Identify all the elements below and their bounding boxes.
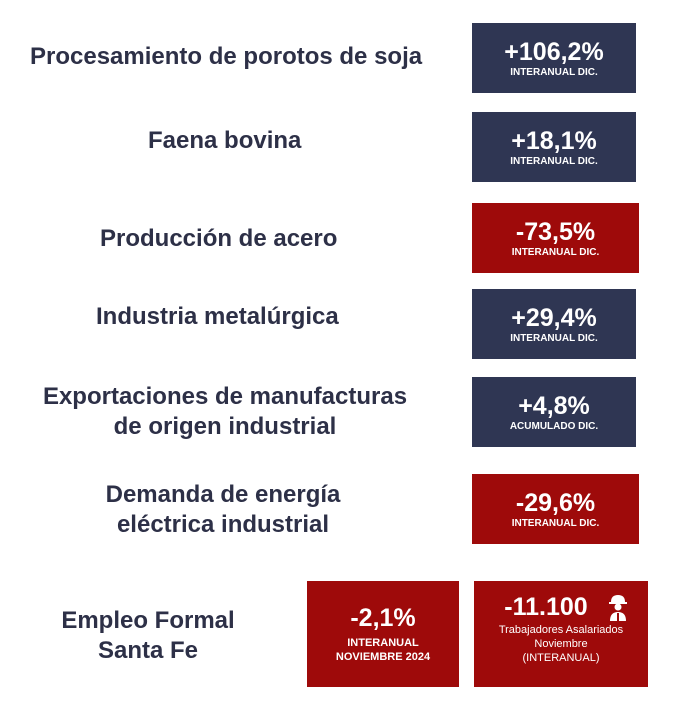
indicator-label-metalurgica: Industria metalúrgica	[96, 303, 339, 330]
indicator-note: INTERANUAL DIC.	[510, 66, 598, 78]
employment-box-rate: -2,1% INTERANUAL NOVIEMBRE 2024	[307, 581, 459, 687]
indicator-note: INTERANUAL DIC.	[510, 332, 598, 344]
indicator-label-energia: Demanda de energía eléctrica industrial	[96, 480, 350, 540]
indicator-value: +4,8%	[518, 391, 590, 420]
indicator-value: +18,1%	[511, 126, 597, 155]
indicator-box-exportaciones: +4,8% ACUMULADO DIC.	[472, 377, 636, 447]
employment-box-workers: -11.100 Trabajadores Asalariados Noviemb…	[474, 581, 648, 687]
employment-workers-note: (INTERANUAL)	[522, 652, 600, 664]
label-line: Santa Fe	[97, 637, 199, 664]
indicator-note: INTERANUAL DIC.	[511, 517, 600, 529]
indicator-box-faena: +18,1% INTERANUAL DIC.	[472, 112, 636, 182]
label-line: de origen industrial	[113, 413, 337, 440]
indicator-label-faena: Faena bovina	[148, 127, 302, 154]
employment-label: Empleo Formal Santa Fe	[56, 606, 240, 666]
indicator-note: INTERANUAL DIC.	[510, 155, 598, 167]
indicator-label-soja: Procesamiento de porotos de soja	[30, 43, 423, 70]
indicator-value: -29,6%	[515, 488, 596, 517]
indicator-box-energia: -29,6% INTERANUAL DIC.	[472, 474, 639, 544]
employment-rate-note: NOVIEMBRE 2024	[335, 651, 431, 663]
indicator-value: +106,2%	[504, 37, 604, 66]
employment-rate-value: -2,1%	[350, 604, 416, 632]
label-line: eléctrica industrial	[116, 511, 330, 538]
employment-rate-note: INTERANUAL	[347, 637, 419, 649]
indicator-box-acero: -73,5% INTERANUAL DIC.	[472, 203, 639, 273]
employment-workers-note: Trabajadores Asalariados	[498, 624, 624, 636]
label-line: Exportaciones de manufacturas	[42, 383, 408, 410]
indicator-label-acero: Producción de acero	[100, 225, 338, 252]
employment-workers-value: -11.100	[504, 593, 588, 621]
indicator-box-metalurgica: +29,4% INTERANUAL DIC.	[472, 289, 636, 359]
indicator-note: INTERANUAL DIC.	[511, 246, 600, 258]
label-line: Demanda de energía	[105, 481, 341, 508]
indicator-note: ACUMULADO DIC.	[509, 420, 599, 432]
employment-workers-note: Noviembre	[534, 638, 588, 650]
label-line: Empleo Formal	[61, 607, 235, 634]
indicator-label-exportaciones: Exportaciones de manufacturas de origen …	[32, 382, 418, 442]
worker-icon	[608, 593, 628, 626]
indicator-box-soja: +106,2% INTERANUAL DIC.	[472, 23, 636, 93]
indicator-value: +29,4%	[511, 303, 597, 332]
indicator-value: -73,5%	[515, 217, 596, 246]
